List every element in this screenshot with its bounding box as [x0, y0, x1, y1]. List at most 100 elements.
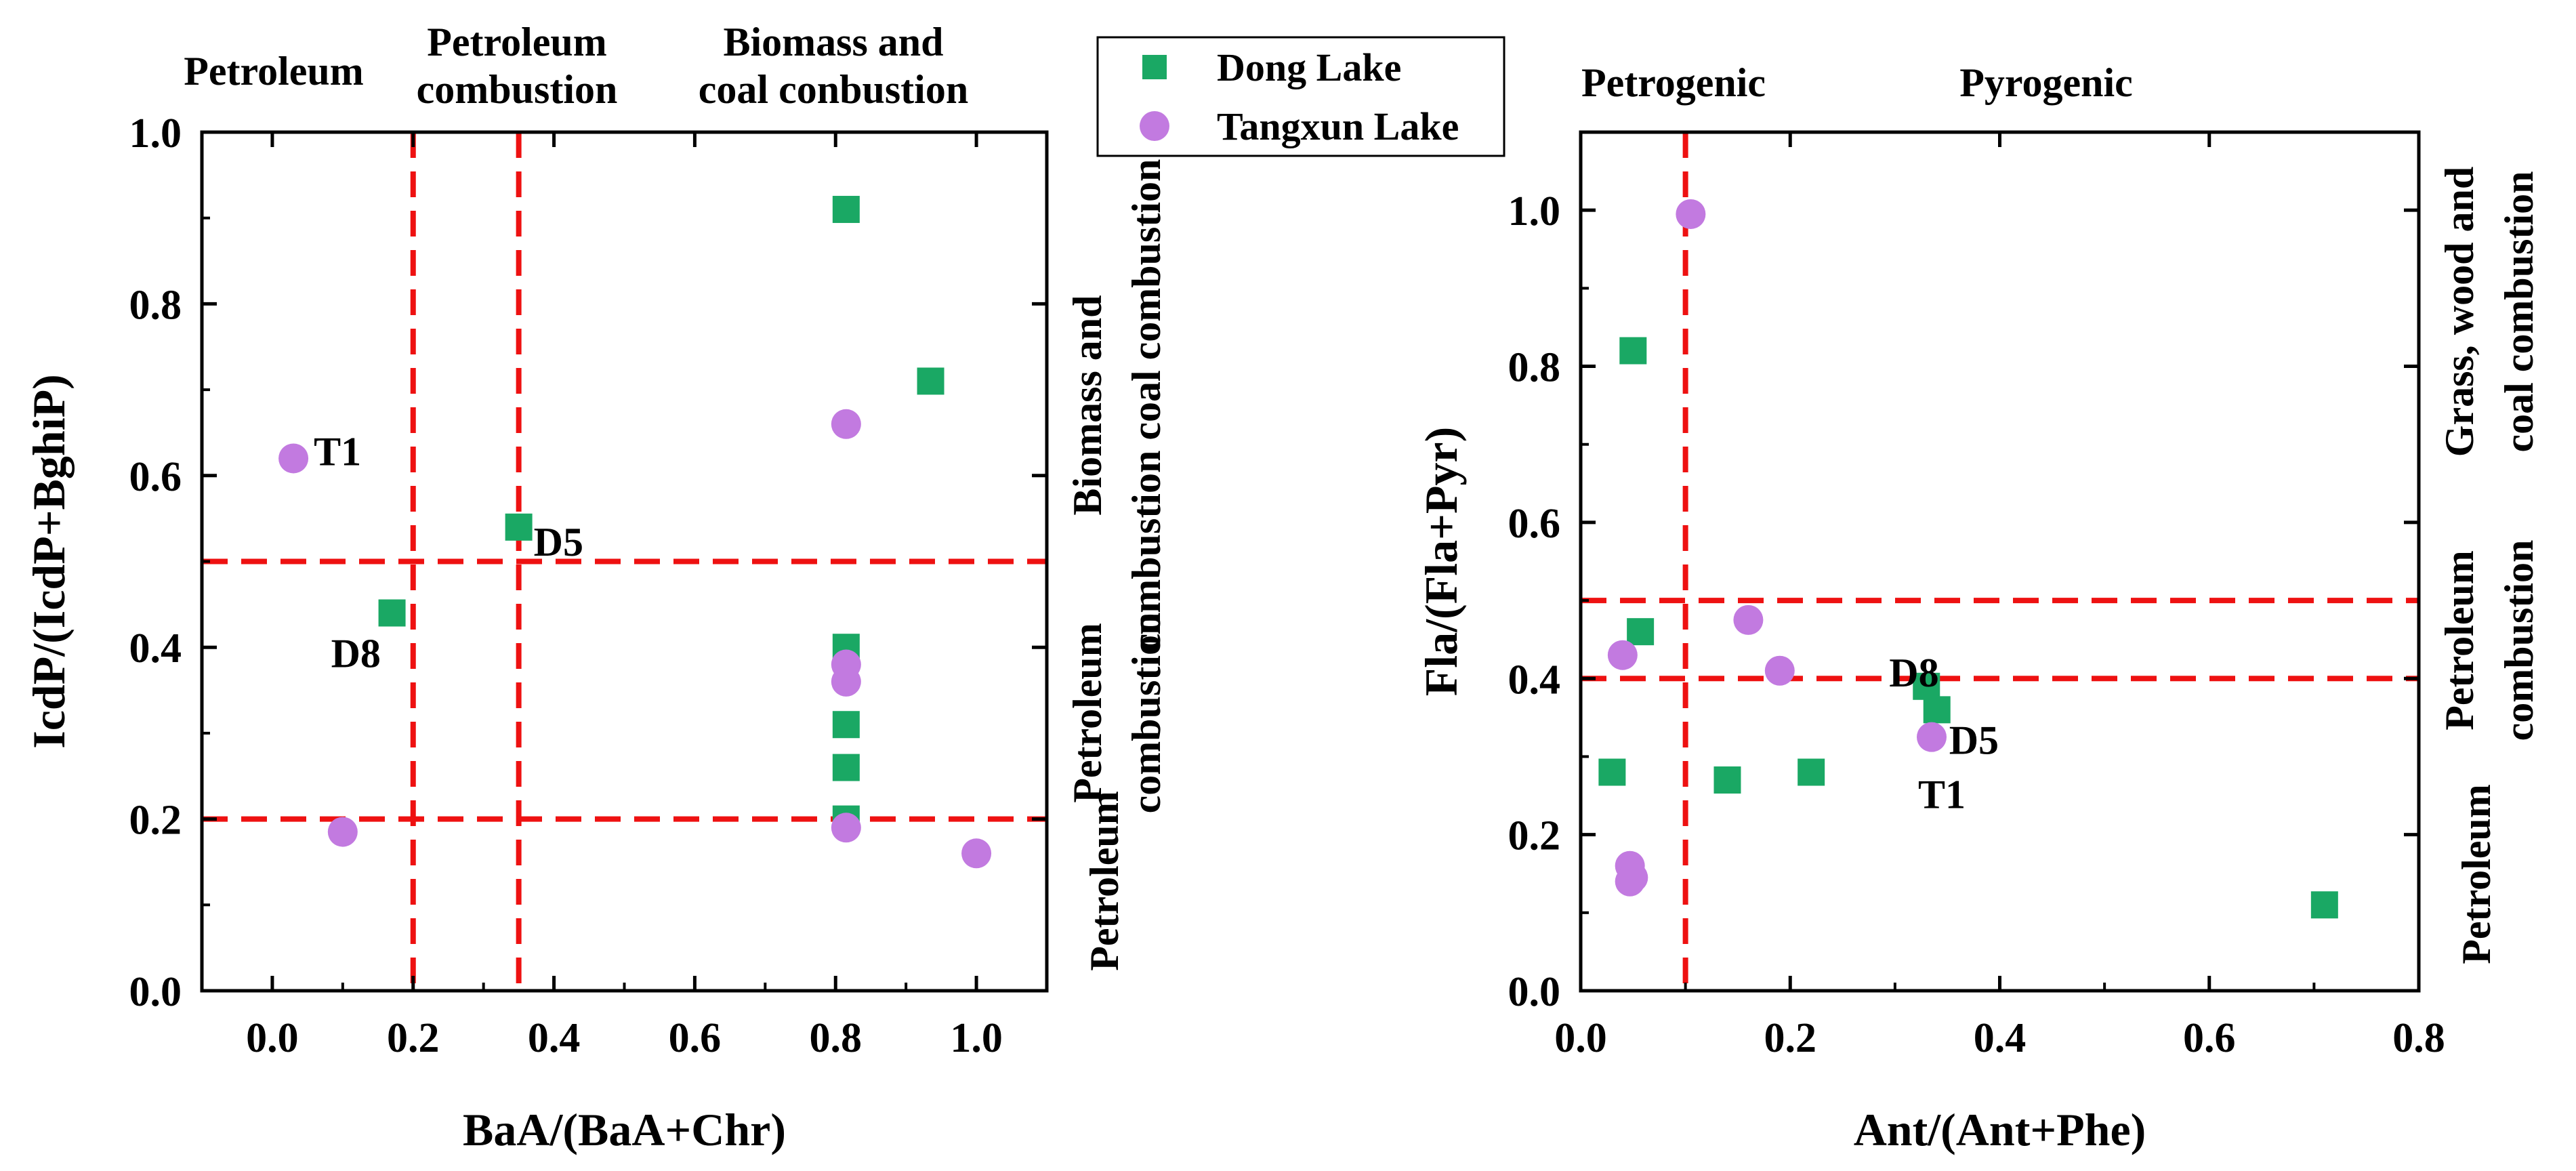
left-plot-point-labels: T1 D5 D8: [314, 429, 583, 676]
dong-lake-point: [505, 513, 533, 541]
tangxun-lake-point: [1615, 866, 1645, 897]
x-tick-label: 0.2: [387, 1015, 440, 1061]
dong-lake-point: [1627, 618, 1655, 646]
right-region-label: Biomass and: [1065, 295, 1110, 515]
y-tick-label: 0.2: [129, 798, 182, 844]
y-tick-label: 0.6: [129, 454, 182, 500]
y-tick-label: 0.8: [129, 282, 182, 328]
x-tick-label: 0.4: [528, 1015, 581, 1061]
dong-lake-point: [378, 599, 406, 627]
y-tick-label: 0.0: [1508, 969, 1561, 1015]
dong-lake-point: [1619, 337, 1647, 365]
x-tick-label: 0.0: [246, 1015, 299, 1061]
x-tick-label: 0.8: [2392, 1015, 2445, 1061]
x-tick-label: 0.2: [1764, 1015, 1817, 1061]
top-region-label-line: Biomass and: [723, 20, 943, 64]
right-region-label: combustion: [1124, 613, 1169, 814]
left-plot-right-region-labels: Biomass and combustion coal combustion Pet…: [1065, 159, 1169, 971]
right-plot-ticks: 0.0 0.2 0.4 0.6 0.8 0.0 0.2 0.4 0.6 0.8 1.0: [1508, 132, 2445, 1061]
tangxun-lake-point: [831, 813, 861, 843]
right-region-label: Petroleum: [1065, 623, 1110, 802]
tangxun-lake-point: [278, 443, 309, 474]
right-plot-frame: [1579, 130, 2421, 993]
y-tick-label: 0.0: [129, 969, 182, 1015]
x-tick-label: 0.8: [810, 1015, 863, 1061]
tangxun-lake-point: [961, 838, 992, 869]
tangxun-lake-point: [831, 666, 861, 697]
y-tick-label: 0.4: [129, 625, 182, 672]
dong-lake-point: [832, 196, 860, 224]
left-plot-ticks: 0.0 0.2 0.4 0.6 0.8 1.0 0.0 0.2 0.4 0.6 0.8 1.0: [129, 110, 1047, 1061]
right-plot: 0.0 0.2 0.4 0.6 0.8 0.0 0.2 0.4 0.6 0.8 1.0 Ant/(A…: [1415, 60, 2541, 1155]
point-label: D5: [534, 520, 583, 564]
left-plot-marks: [278, 196, 992, 869]
tangxun-lake-point: [1676, 199, 1706, 229]
right-region-label: combustion coal combustion: [1124, 159, 1169, 652]
dong-lake-point: [1798, 758, 1825, 786]
right-region-label: Petroleum: [2437, 550, 2482, 730]
right-plot-right-region-labels: Grass, wood and coal combustion Petroleum c…: [2437, 167, 2541, 964]
y-tick-label: 1.0: [1508, 188, 1561, 234]
legend-marker-tangxun-lake: [1140, 111, 1169, 141]
right-region-label: combustion: [2497, 540, 2541, 741]
left-plot: 0.0 0.2 0.4 0.6 0.8 1.0 0.0 0.2 0.4 0.6 0.8 1.0 BaA…: [23, 20, 1169, 1155]
x-tick-label: 0.6: [2183, 1015, 2236, 1061]
y-tick-label: 0.8: [1508, 345, 1561, 391]
tangxun-lake-point: [1607, 640, 1638, 670]
point-label: D5: [1949, 718, 1999, 762]
legend-label-tangxun-lake: Tangxun Lake: [1217, 104, 1459, 148]
y-tick-label: 0.4: [1508, 657, 1561, 703]
top-region-label: Petroleum: [184, 49, 363, 94]
top-region-label-line: Petrogenic: [1581, 60, 1766, 105]
tangxun-lake-point: [831, 409, 861, 439]
right-region-label: Petroleum: [1082, 791, 1127, 970]
tangxun-lake-point: [1916, 722, 1947, 752]
top-region-label: Petrogenic: [1581, 60, 1766, 105]
point-label: T1: [314, 429, 361, 474]
right-plot-top-region-labels: Petrogenic Pyrogenic: [1581, 60, 2133, 105]
top-region-label: Petroleum combustion: [417, 20, 618, 112]
top-region-label: Biomass and coal conbustion: [699, 20, 968, 112]
dong-lake-point: [1913, 672, 1940, 700]
x-tick-label: 0.4: [1974, 1015, 2027, 1061]
right-plot-y-axis-title: Fla/(Fla+Pyr): [1415, 427, 1467, 697]
right-region-label: Grass, wood and: [2437, 167, 2482, 457]
right-plot-x-axis-title: Ant/(Ant+Phe): [1854, 1104, 2146, 1155]
right-region-label: coal combustion: [2497, 171, 2541, 452]
right-region-label: Petroleum: [2454, 784, 2499, 964]
x-tick-label: 1.0: [950, 1015, 1003, 1061]
dong-lake-point: [832, 754, 860, 781]
dong-lake-point: [1923, 696, 1951, 724]
top-region-label-line: Petroleum: [184, 49, 363, 94]
left-plot-x-axis-title: BaA/(BaA+Chr): [463, 1104, 786, 1155]
point-label: D8: [331, 632, 381, 676]
y-tick-label: 1.0: [129, 110, 182, 157]
dong-lake-point: [1598, 758, 1626, 786]
dong-lake-point: [832, 711, 860, 739]
tangxun-lake-point: [1764, 655, 1795, 686]
top-region-label-line: Petroleum: [427, 20, 606, 64]
point-label: T1: [1918, 773, 1966, 817]
tangxun-lake-point: [1733, 604, 1764, 635]
top-region-label: Pyrogenic: [1959, 60, 2133, 105]
dong-lake-point: [1713, 766, 1741, 794]
top-region-label-line: combustion: [417, 67, 618, 112]
legend-marker-dong-lake: [1142, 55, 1167, 79]
y-tick-label: 0.6: [1508, 501, 1561, 547]
tangxun-lake-point: [327, 817, 358, 847]
y-tick-label: 0.2: [1508, 813, 1561, 859]
x-tick-label: 0.6: [669, 1015, 722, 1061]
legend-label-dong-lake: Dong Lake: [1217, 45, 1401, 89]
dong-lake-point: [2310, 891, 2338, 919]
right-plot-marks: [1598, 199, 2338, 919]
point-label: D8: [1889, 651, 1938, 695]
x-tick-label: 0.0: [1554, 1015, 1607, 1061]
top-region-label-line: Pyrogenic: [1959, 60, 2133, 105]
top-region-label-line: coal conbustion: [699, 67, 968, 112]
legend: Dong Lake Tangxun Lake: [1096, 36, 1505, 157]
left-plot-y-axis-title: IcdP/(IcdP+BghiP): [23, 374, 75, 749]
